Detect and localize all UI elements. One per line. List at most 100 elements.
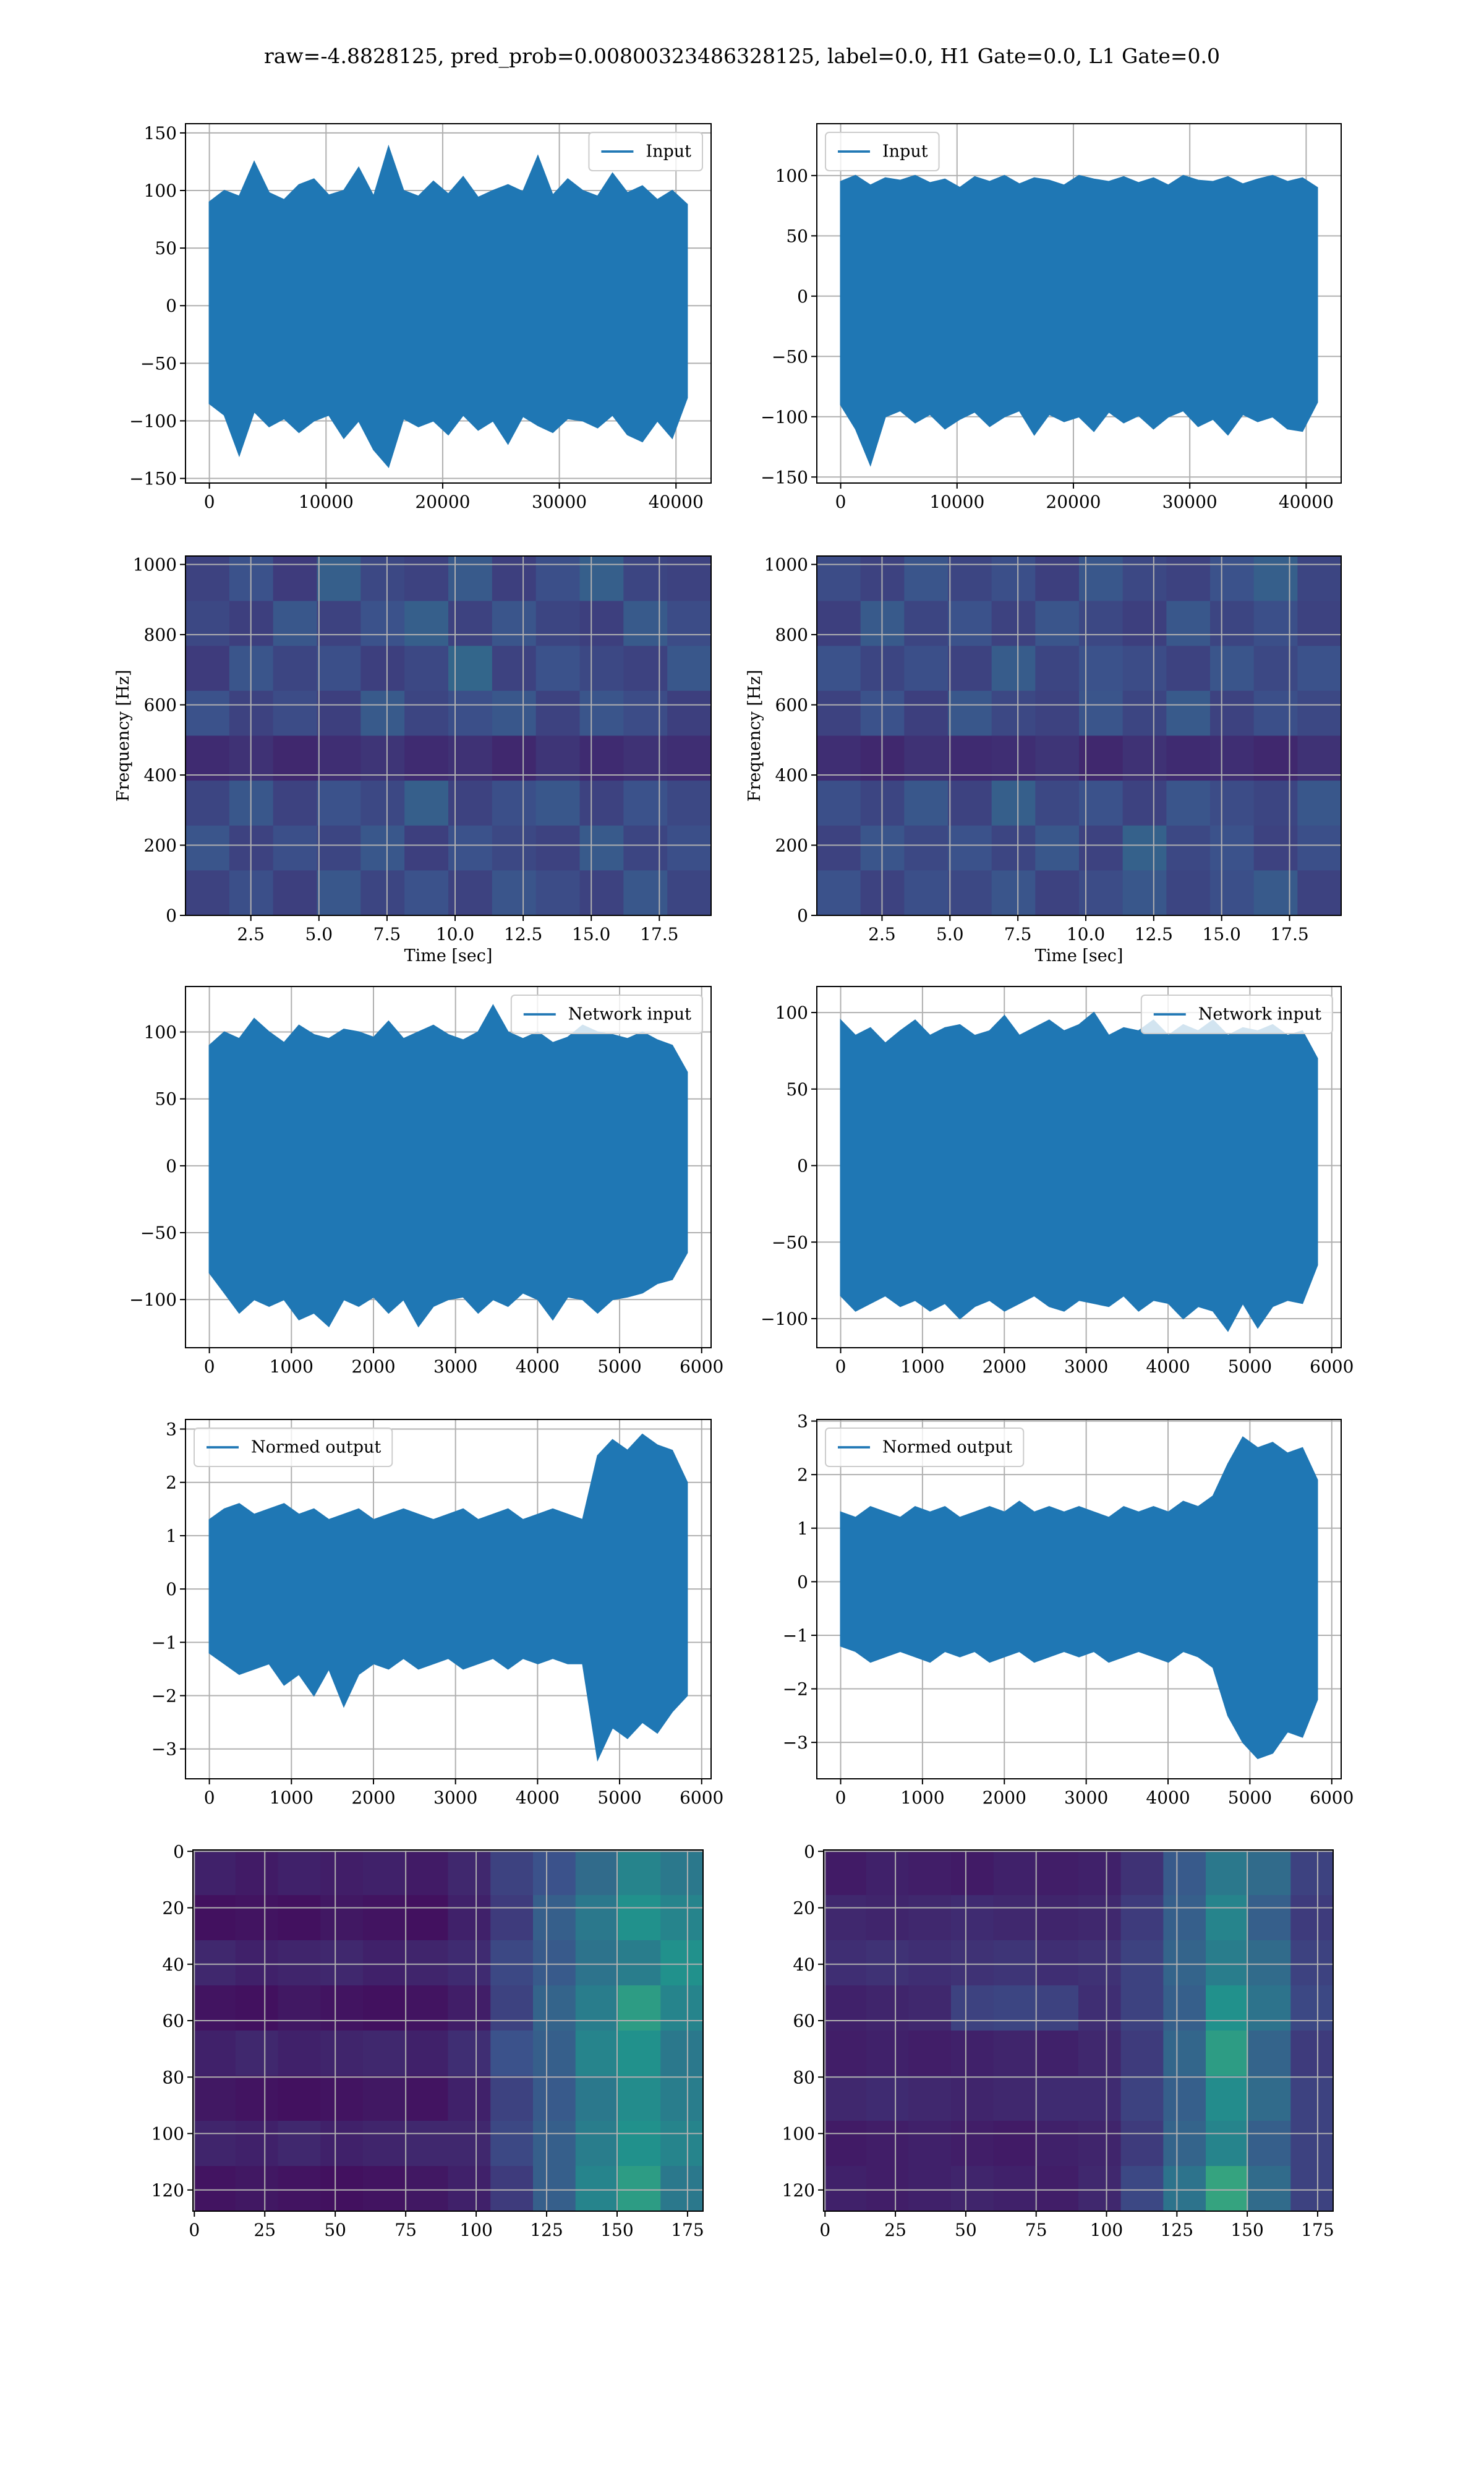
heat-cell bbox=[1163, 1850, 1206, 1896]
heat-cell bbox=[1120, 2166, 1164, 2211]
legend-box bbox=[1140, 995, 1333, 1034]
heat-cell bbox=[1210, 601, 1255, 646]
heat-cell bbox=[991, 646, 1036, 691]
heat-cell bbox=[533, 1940, 576, 1986]
heat-cell bbox=[908, 1850, 952, 1896]
heat-cell bbox=[492, 870, 537, 915]
heat-cell bbox=[492, 646, 537, 691]
subplot: 2.5 5.0 7.5 10.0 12.5 15.0 17.5 0 200 400 600 800 10… bbox=[114, 555, 712, 965]
heat-cell bbox=[533, 1850, 576, 1896]
heat-cell bbox=[623, 690, 668, 736]
heat-cell bbox=[908, 1985, 952, 2031]
axes-frame bbox=[823, 1849, 1334, 2212]
heat-cell bbox=[317, 556, 361, 602]
heat-cell bbox=[660, 2121, 703, 2167]
heat-cell bbox=[817, 825, 861, 871]
heat-cell bbox=[405, 2076, 448, 2121]
x-tick-label: 0 bbox=[835, 492, 846, 512]
heat-cell bbox=[948, 870, 992, 915]
y-tick-label: 1 bbox=[166, 1526, 177, 1546]
heat-cell bbox=[1248, 2076, 1291, 2121]
heat-cell bbox=[1248, 1850, 1291, 1896]
heat-cell bbox=[1036, 1940, 1079, 1986]
heat-cell bbox=[193, 2166, 236, 2211]
heat-cell bbox=[866, 1895, 909, 1941]
heat-cell bbox=[824, 2076, 867, 2121]
heat-cell bbox=[991, 870, 1036, 915]
heat-cell bbox=[1166, 781, 1211, 826]
y-tick-label: 100 bbox=[775, 1003, 808, 1023]
y-tick-label: −1 bbox=[151, 1632, 177, 1653]
data-layer bbox=[817, 556, 1341, 915]
y-tick-label: −3 bbox=[151, 1739, 177, 1760]
heat-cell bbox=[535, 735, 580, 781]
heat-cell bbox=[193, 2076, 236, 2121]
heat-cell bbox=[404, 601, 449, 646]
heat-cell bbox=[193, 2031, 236, 2076]
heat-cell bbox=[1163, 1895, 1206, 1941]
axes-frame bbox=[816, 555, 1342, 916]
y-tick-label: −150 bbox=[129, 469, 177, 489]
legend-label: Normed output bbox=[251, 1438, 381, 1457]
signal-band bbox=[208, 1433, 688, 1762]
y-axis-label: Frequency [Hz] bbox=[745, 670, 764, 802]
x-tick-label: 1000 bbox=[900, 1787, 944, 1808]
heat-cell bbox=[490, 2076, 534, 2121]
legend-label: Network input bbox=[568, 1005, 691, 1024]
heat-cell bbox=[948, 556, 992, 602]
x-tick-label: 17.5 bbox=[1270, 924, 1308, 944]
x-tick-label: 5000 bbox=[1228, 1356, 1272, 1377]
heat-cell bbox=[667, 556, 711, 602]
heat-cell bbox=[1206, 1850, 1249, 1896]
heat-cell bbox=[1253, 556, 1298, 602]
y-tick-label: 0 bbox=[797, 1156, 808, 1176]
heat-cell bbox=[817, 781, 861, 826]
heat-cell bbox=[904, 646, 949, 691]
x-tick-label: 4000 bbox=[516, 1356, 560, 1377]
heat-cell bbox=[1120, 2076, 1164, 2121]
y-tick-label: 40 bbox=[793, 1954, 815, 1975]
heat-cell bbox=[235, 2121, 278, 2167]
data-layer bbox=[817, 1419, 1341, 1779]
data-layer bbox=[817, 124, 1341, 483]
heat-cell bbox=[1248, 2166, 1291, 2211]
heat-cell bbox=[1290, 1895, 1333, 1941]
heat-cell bbox=[948, 601, 992, 646]
heat-cell bbox=[575, 1985, 618, 2031]
heat-cell bbox=[575, 1940, 618, 1986]
heat-cell bbox=[1248, 2121, 1291, 2167]
heat-cell bbox=[1210, 556, 1255, 602]
y-tick-label: 0 bbox=[797, 905, 808, 926]
heat-cell bbox=[320, 1895, 364, 1941]
heat-cell bbox=[908, 2121, 952, 2167]
x-tick-label: 40000 bbox=[649, 492, 704, 512]
y-tick-label: 2 bbox=[166, 1473, 177, 1493]
heat-cell bbox=[235, 1895, 278, 1941]
heat-cell bbox=[278, 2166, 321, 2211]
heat-cell bbox=[1036, 2166, 1079, 2211]
x-tick-label: 10000 bbox=[299, 492, 354, 512]
x-tick-label: 6000 bbox=[680, 1787, 723, 1808]
heat-cell bbox=[273, 870, 317, 915]
heat-cell bbox=[1078, 1850, 1122, 1896]
heat-cell bbox=[993, 2121, 1036, 2167]
heat-cell bbox=[317, 601, 361, 646]
heat-cell bbox=[278, 1895, 321, 1941]
data-layer bbox=[186, 987, 711, 1348]
y-tick-label: 0 bbox=[797, 286, 808, 307]
signal-band bbox=[208, 1004, 688, 1328]
heat-cell bbox=[1206, 2076, 1249, 2121]
heat-cell bbox=[404, 825, 449, 871]
heat-cell bbox=[623, 556, 668, 602]
heat-cell bbox=[1253, 825, 1298, 871]
x-tick-label: 175 bbox=[1301, 2220, 1334, 2240]
heat-cell bbox=[660, 1850, 703, 1896]
heat-cell bbox=[993, 1940, 1036, 1986]
y-tick-label: −2 bbox=[151, 1686, 177, 1706]
heat-cell bbox=[1035, 735, 1080, 781]
y-tick-label: 100 bbox=[775, 166, 808, 186]
heat-cell bbox=[1122, 781, 1167, 826]
heat-cell bbox=[273, 735, 317, 781]
heat-cell bbox=[667, 735, 711, 781]
